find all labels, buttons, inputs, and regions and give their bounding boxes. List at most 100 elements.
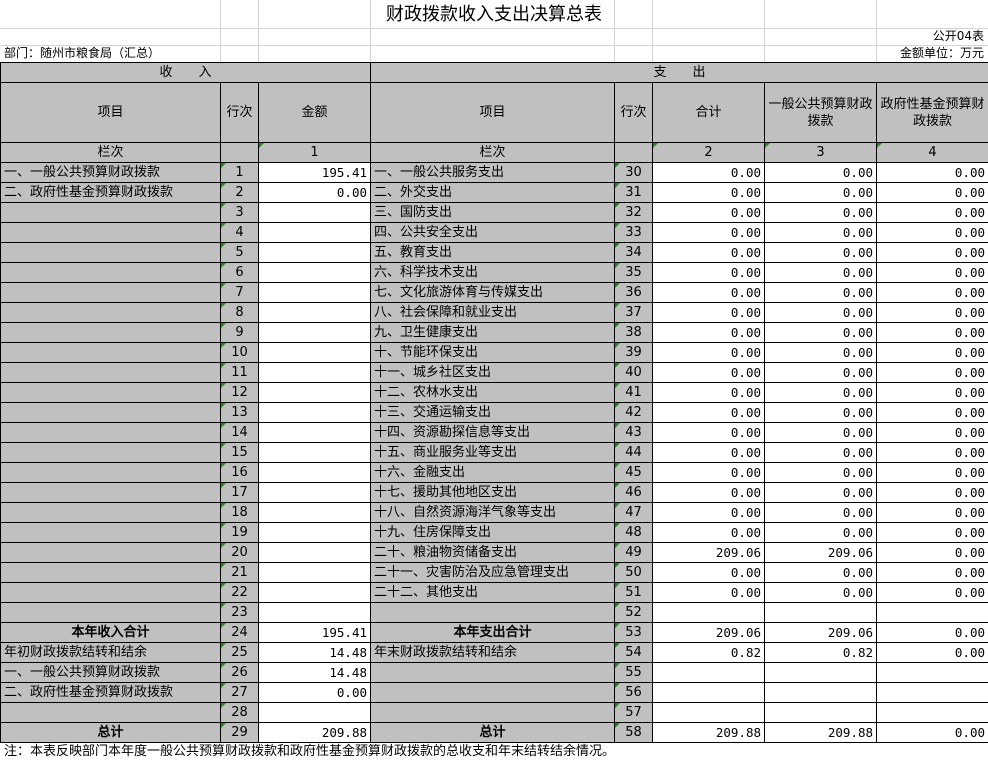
income-item-cell[interactable] bbox=[0, 582, 221, 603]
expense-total-cell[interactable]: 0.00 bbox=[652, 182, 765, 203]
expense-fund-cell[interactable]: 0.00 bbox=[875, 222, 988, 243]
expense-total-cell[interactable]: 0.00 bbox=[652, 242, 765, 263]
expense-item-cell[interactable]: 三、国防支出 bbox=[370, 202, 615, 223]
income-amount-cell[interactable]: 195.41 bbox=[258, 622, 371, 643]
income-item-cell[interactable]: 二、政府性基金预算财政拨款 bbox=[0, 182, 221, 203]
expense-item-cell[interactable]: 六、科学技术支出 bbox=[370, 262, 615, 283]
income-amount-cell[interactable] bbox=[258, 462, 371, 483]
expense-fund-cell[interactable] bbox=[875, 682, 988, 703]
expense-line-number-cell[interactable]: 30 bbox=[614, 162, 653, 183]
expense-line-number-cell[interactable]: 58 bbox=[614, 722, 653, 743]
expense-general-cell[interactable]: 0.00 bbox=[764, 222, 877, 243]
income-line-number-cell[interactable]: 26 bbox=[220, 662, 259, 683]
expense-general-cell[interactable]: 0.00 bbox=[764, 462, 877, 483]
expense-line-number-cell[interactable]: 51 bbox=[614, 582, 653, 603]
expense-total-cell[interactable]: 0.00 bbox=[652, 262, 765, 283]
expense-general-cell[interactable]: 209.06 bbox=[764, 622, 877, 643]
income-item-cell[interactable] bbox=[0, 462, 221, 483]
income-item-cell[interactable] bbox=[0, 402, 221, 423]
income-line-number-cell[interactable]: 29 bbox=[220, 722, 259, 743]
income-line-number-cell[interactable]: 6 bbox=[220, 262, 259, 283]
expense-total-cell[interactable]: 0.00 bbox=[652, 562, 765, 583]
expense-line-number-cell[interactable]: 53 bbox=[614, 622, 653, 643]
expense-general-cell[interactable]: 209.88 bbox=[764, 722, 877, 743]
income-line-number-cell[interactable]: 27 bbox=[220, 682, 259, 703]
expense-fund-cell[interactable]: 0.00 bbox=[875, 322, 988, 343]
expense-total-cell[interactable]: 0.00 bbox=[652, 222, 765, 243]
expense-line-number-cell[interactable]: 32 bbox=[614, 202, 653, 223]
expense-item-cell[interactable]: 十八、自然资源海洋气象等支出 bbox=[370, 502, 615, 523]
expense-fund-cell[interactable]: 0.00 bbox=[875, 462, 988, 483]
expense-total-cell[interactable]: 0.82 bbox=[652, 642, 765, 663]
expense-item-cell[interactable]: 二、外交支出 bbox=[370, 182, 615, 203]
income-amount-cell[interactable] bbox=[258, 482, 371, 503]
income-amount-cell[interactable]: 14.48 bbox=[258, 642, 371, 663]
expense-line-number-cell[interactable]: 42 bbox=[614, 402, 653, 423]
income-line-number-cell[interactable]: 1 bbox=[220, 162, 259, 183]
expense-total-cell[interactable]: 0.00 bbox=[652, 162, 765, 183]
expense-line-number-cell[interactable]: 33 bbox=[614, 222, 653, 243]
income-line-number-cell[interactable]: 24 bbox=[220, 622, 259, 643]
expense-fund-cell[interactable] bbox=[875, 702, 988, 723]
income-item-cell[interactable] bbox=[0, 202, 221, 223]
income-item-cell[interactable] bbox=[0, 482, 221, 503]
income-amount-cell[interactable] bbox=[258, 282, 371, 303]
expense-fund-cell[interactable]: 0.00 bbox=[875, 642, 988, 663]
income-amount-cell[interactable]: 0.00 bbox=[258, 182, 371, 203]
expense-line-number-cell[interactable]: 52 bbox=[614, 602, 653, 623]
income-line-number-cell[interactable]: 28 bbox=[220, 702, 259, 723]
income-item-cell[interactable] bbox=[0, 362, 221, 383]
expense-general-cell[interactable]: 0.00 bbox=[764, 262, 877, 283]
expense-line-number-cell[interactable]: 54 bbox=[614, 642, 653, 663]
expense-line-number-cell[interactable]: 40 bbox=[614, 362, 653, 383]
income-amount-cell[interactable] bbox=[258, 602, 371, 623]
expense-item-cell[interactable]: 五、教育支出 bbox=[370, 242, 615, 263]
income-line-number-cell[interactable]: 11 bbox=[220, 362, 259, 383]
income-item-cell[interactable] bbox=[0, 422, 221, 443]
income-line-number-cell[interactable]: 4 bbox=[220, 222, 259, 243]
income-line-number-cell[interactable]: 19 bbox=[220, 522, 259, 543]
income-item-cell[interactable]: 总计 bbox=[0, 722, 221, 743]
expense-line-number-cell[interactable]: 45 bbox=[614, 462, 653, 483]
expense-general-cell[interactable] bbox=[764, 682, 877, 703]
expense-fund-cell[interactable]: 0.00 bbox=[875, 582, 988, 603]
expense-item-cell[interactable]: 二十一、灾害防治及应急管理支出 bbox=[370, 562, 615, 583]
expense-fund-cell[interactable]: 0.00 bbox=[875, 522, 988, 543]
expense-fund-cell[interactable]: 0.00 bbox=[875, 282, 988, 303]
expense-total-cell[interactable]: 0.00 bbox=[652, 302, 765, 323]
expense-item-cell[interactable]: 十四、资源勘探信息等支出 bbox=[370, 422, 615, 443]
expense-item-cell[interactable] bbox=[370, 702, 615, 723]
expense-fund-cell[interactable]: 0.00 bbox=[875, 202, 988, 223]
expense-item-cell[interactable]: 十一、城乡社区支出 bbox=[370, 362, 615, 383]
income-item-cell[interactable] bbox=[0, 542, 221, 563]
expense-total-cell[interactable]: 0.00 bbox=[652, 422, 765, 443]
income-amount-cell[interactable] bbox=[258, 522, 371, 543]
income-amount-cell[interactable] bbox=[258, 702, 371, 723]
income-amount-cell[interactable] bbox=[258, 402, 371, 423]
income-line-number-cell[interactable]: 12 bbox=[220, 382, 259, 403]
income-item-cell[interactable] bbox=[0, 282, 221, 303]
expense-total-cell[interactable]: 0.00 bbox=[652, 502, 765, 523]
expense-item-cell[interactable]: 四、公共安全支出 bbox=[370, 222, 615, 243]
expense-line-number-cell[interactable]: 44 bbox=[614, 442, 653, 463]
income-item-cell[interactable] bbox=[0, 302, 221, 323]
expense-general-cell[interactable]: 0.00 bbox=[764, 162, 877, 183]
income-amount-cell[interactable]: 195.41 bbox=[258, 162, 371, 183]
income-item-cell[interactable] bbox=[0, 382, 221, 403]
expense-total-cell[interactable] bbox=[652, 602, 765, 623]
expense-fund-cell[interactable]: 0.00 bbox=[875, 562, 988, 583]
income-line-number-cell[interactable]: 7 bbox=[220, 282, 259, 303]
expense-general-cell[interactable] bbox=[764, 702, 877, 723]
income-item-cell[interactable] bbox=[0, 502, 221, 523]
income-line-number-cell[interactable]: 8 bbox=[220, 302, 259, 323]
income-line-number-cell[interactable]: 10 bbox=[220, 342, 259, 363]
income-line-number-cell[interactable]: 18 bbox=[220, 502, 259, 523]
expense-general-cell[interactable] bbox=[764, 662, 877, 683]
income-item-cell[interactable]: 本年收入合计 bbox=[0, 622, 221, 643]
income-line-number-cell[interactable]: 17 bbox=[220, 482, 259, 503]
expense-fund-cell[interactable]: 0.00 bbox=[875, 402, 988, 423]
income-amount-cell[interactable]: 209.88 bbox=[258, 722, 371, 743]
income-amount-cell[interactable] bbox=[258, 562, 371, 583]
income-line-number-cell[interactable]: 20 bbox=[220, 542, 259, 563]
expense-total-cell[interactable] bbox=[652, 662, 765, 683]
